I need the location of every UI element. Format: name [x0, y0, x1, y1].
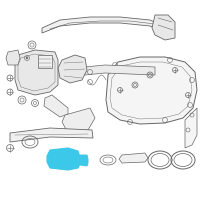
Polygon shape [44, 95, 68, 117]
Polygon shape [42, 17, 168, 33]
Polygon shape [80, 155, 88, 166]
Polygon shape [15, 50, 58, 95]
Polygon shape [152, 15, 175, 40]
Polygon shape [10, 128, 93, 142]
Polygon shape [6, 50, 20, 65]
Polygon shape [106, 57, 197, 124]
Polygon shape [62, 108, 95, 133]
Polygon shape [185, 108, 197, 148]
Polygon shape [38, 55, 52, 68]
Polygon shape [119, 153, 148, 163]
Polygon shape [47, 148, 80, 170]
Polygon shape [58, 55, 87, 83]
Polygon shape [75, 65, 155, 76]
Ellipse shape [26, 57, 28, 59]
